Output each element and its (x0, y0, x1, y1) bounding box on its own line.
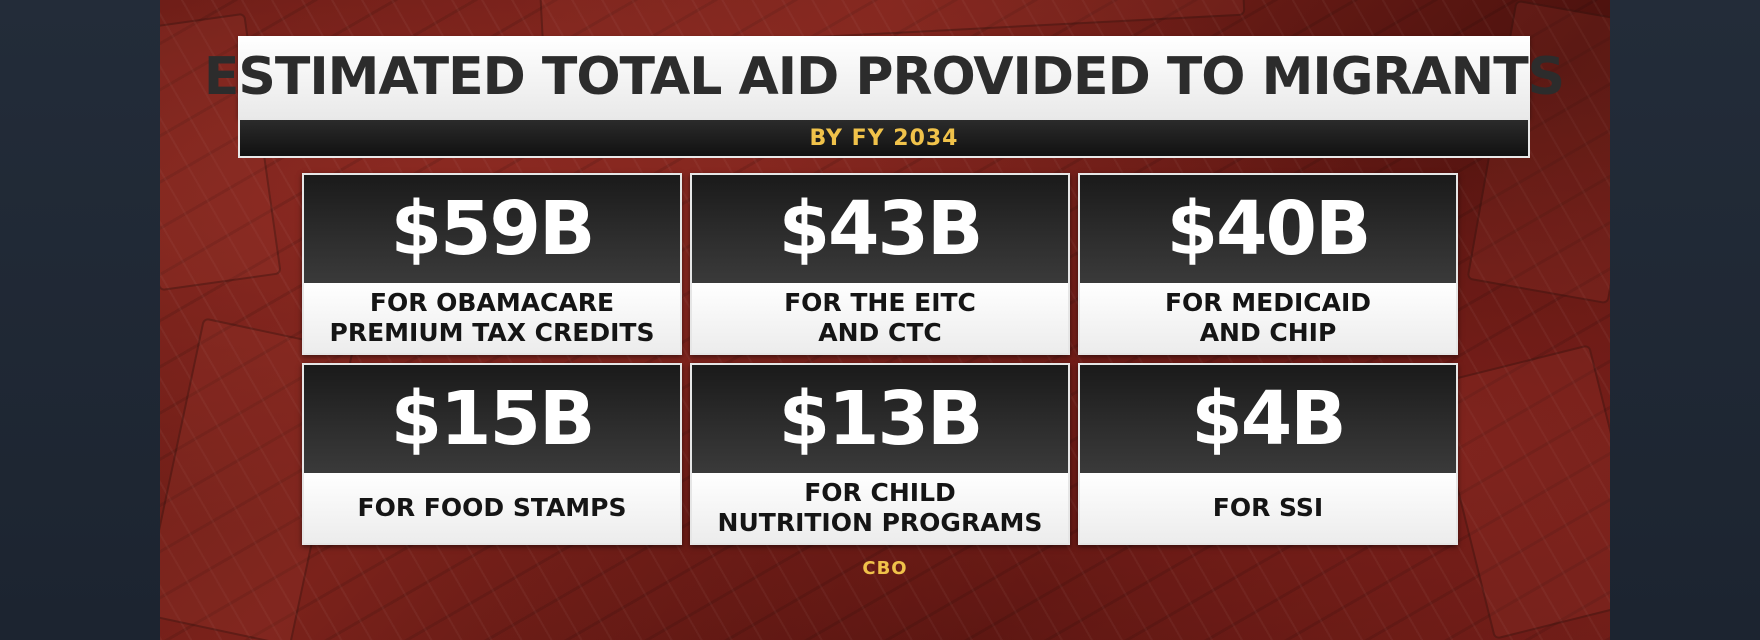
aid-amount: $15B (390, 376, 596, 462)
aid-label-line1: FOR CHILD (804, 478, 956, 507)
aid-amount: $4B (1191, 376, 1346, 462)
aid-label-line1: FOR THE EITC (784, 288, 976, 317)
amount-panel: $59B (304, 175, 680, 283)
aid-card-obamacare: $59B FOR OBAMACARE PREMIUM TAX CREDITS (302, 173, 682, 355)
label-panel: FOR CHILD NUTRITION PROGRAMS (692, 473, 1068, 543)
label-panel: FOR SSI (1080, 473, 1456, 543)
aid-amount: $13B (778, 376, 984, 462)
aid-label-line1: FOR FOOD STAMPS (357, 493, 627, 522)
amount-panel: $40B (1080, 175, 1456, 283)
aid-label-line2: PREMIUM TAX CREDITS (329, 318, 655, 347)
aid-amount: $59B (390, 186, 596, 272)
aid-label-line2: AND CHIP (1199, 318, 1337, 347)
aid-label-line2: AND CTC (818, 318, 942, 347)
source-credit: CBO (862, 558, 908, 579)
aid-card-child-nutrition: $13B FOR CHILD NUTRITION PROGRAMS (690, 363, 1070, 545)
subtitle-bar: BY FY 2034 (238, 118, 1530, 158)
broadcast-graphic: ESTIMATED TOTAL AID PROVIDED TO MIGRANTS… (160, 0, 1610, 640)
aid-label-line1: FOR MEDICAID (1164, 288, 1372, 317)
page-subtitle: BY FY 2034 (809, 125, 959, 151)
aid-label-line1: FOR OBAMACARE (369, 288, 615, 317)
label-panel: FOR FOOD STAMPS (304, 473, 680, 543)
aid-amount: $40B (1166, 186, 1372, 272)
amount-panel: $4B (1080, 365, 1456, 473)
aid-grid: $59B FOR OBAMACARE PREMIUM TAX CREDITS $… (302, 173, 1466, 545)
aid-label-line1: FOR SSI (1212, 493, 1324, 522)
aid-card-food-stamps: $15B FOR FOOD STAMPS (302, 363, 682, 545)
left-letterbox (0, 0, 160, 640)
right-letterbox (1610, 0, 1760, 640)
aid-label-line2: NUTRITION PROGRAMS (717, 508, 1043, 537)
aid-card-eitc: $43B FOR THE EITC AND CTC (690, 173, 1070, 355)
amount-panel: $13B (692, 365, 1068, 473)
label-panel: FOR THE EITC AND CTC (692, 283, 1068, 353)
amount-panel: $15B (304, 365, 680, 473)
label-panel: FOR OBAMACARE PREMIUM TAX CREDITS (304, 283, 680, 353)
aid-card-ssi: $4B FOR SSI (1078, 363, 1458, 545)
aid-amount: $43B (778, 186, 984, 272)
title-bar: ESTIMATED TOTAL AID PROVIDED TO MIGRANTS (204, 36, 1565, 118)
label-panel: FOR MEDICAID AND CHIP (1080, 283, 1456, 353)
amount-panel: $43B (692, 175, 1068, 283)
aid-card-medicaid: $40B FOR MEDICAID AND CHIP (1078, 173, 1458, 355)
page-title: ESTIMATED TOTAL AID PROVIDED TO MIGRANTS (203, 47, 1565, 107)
